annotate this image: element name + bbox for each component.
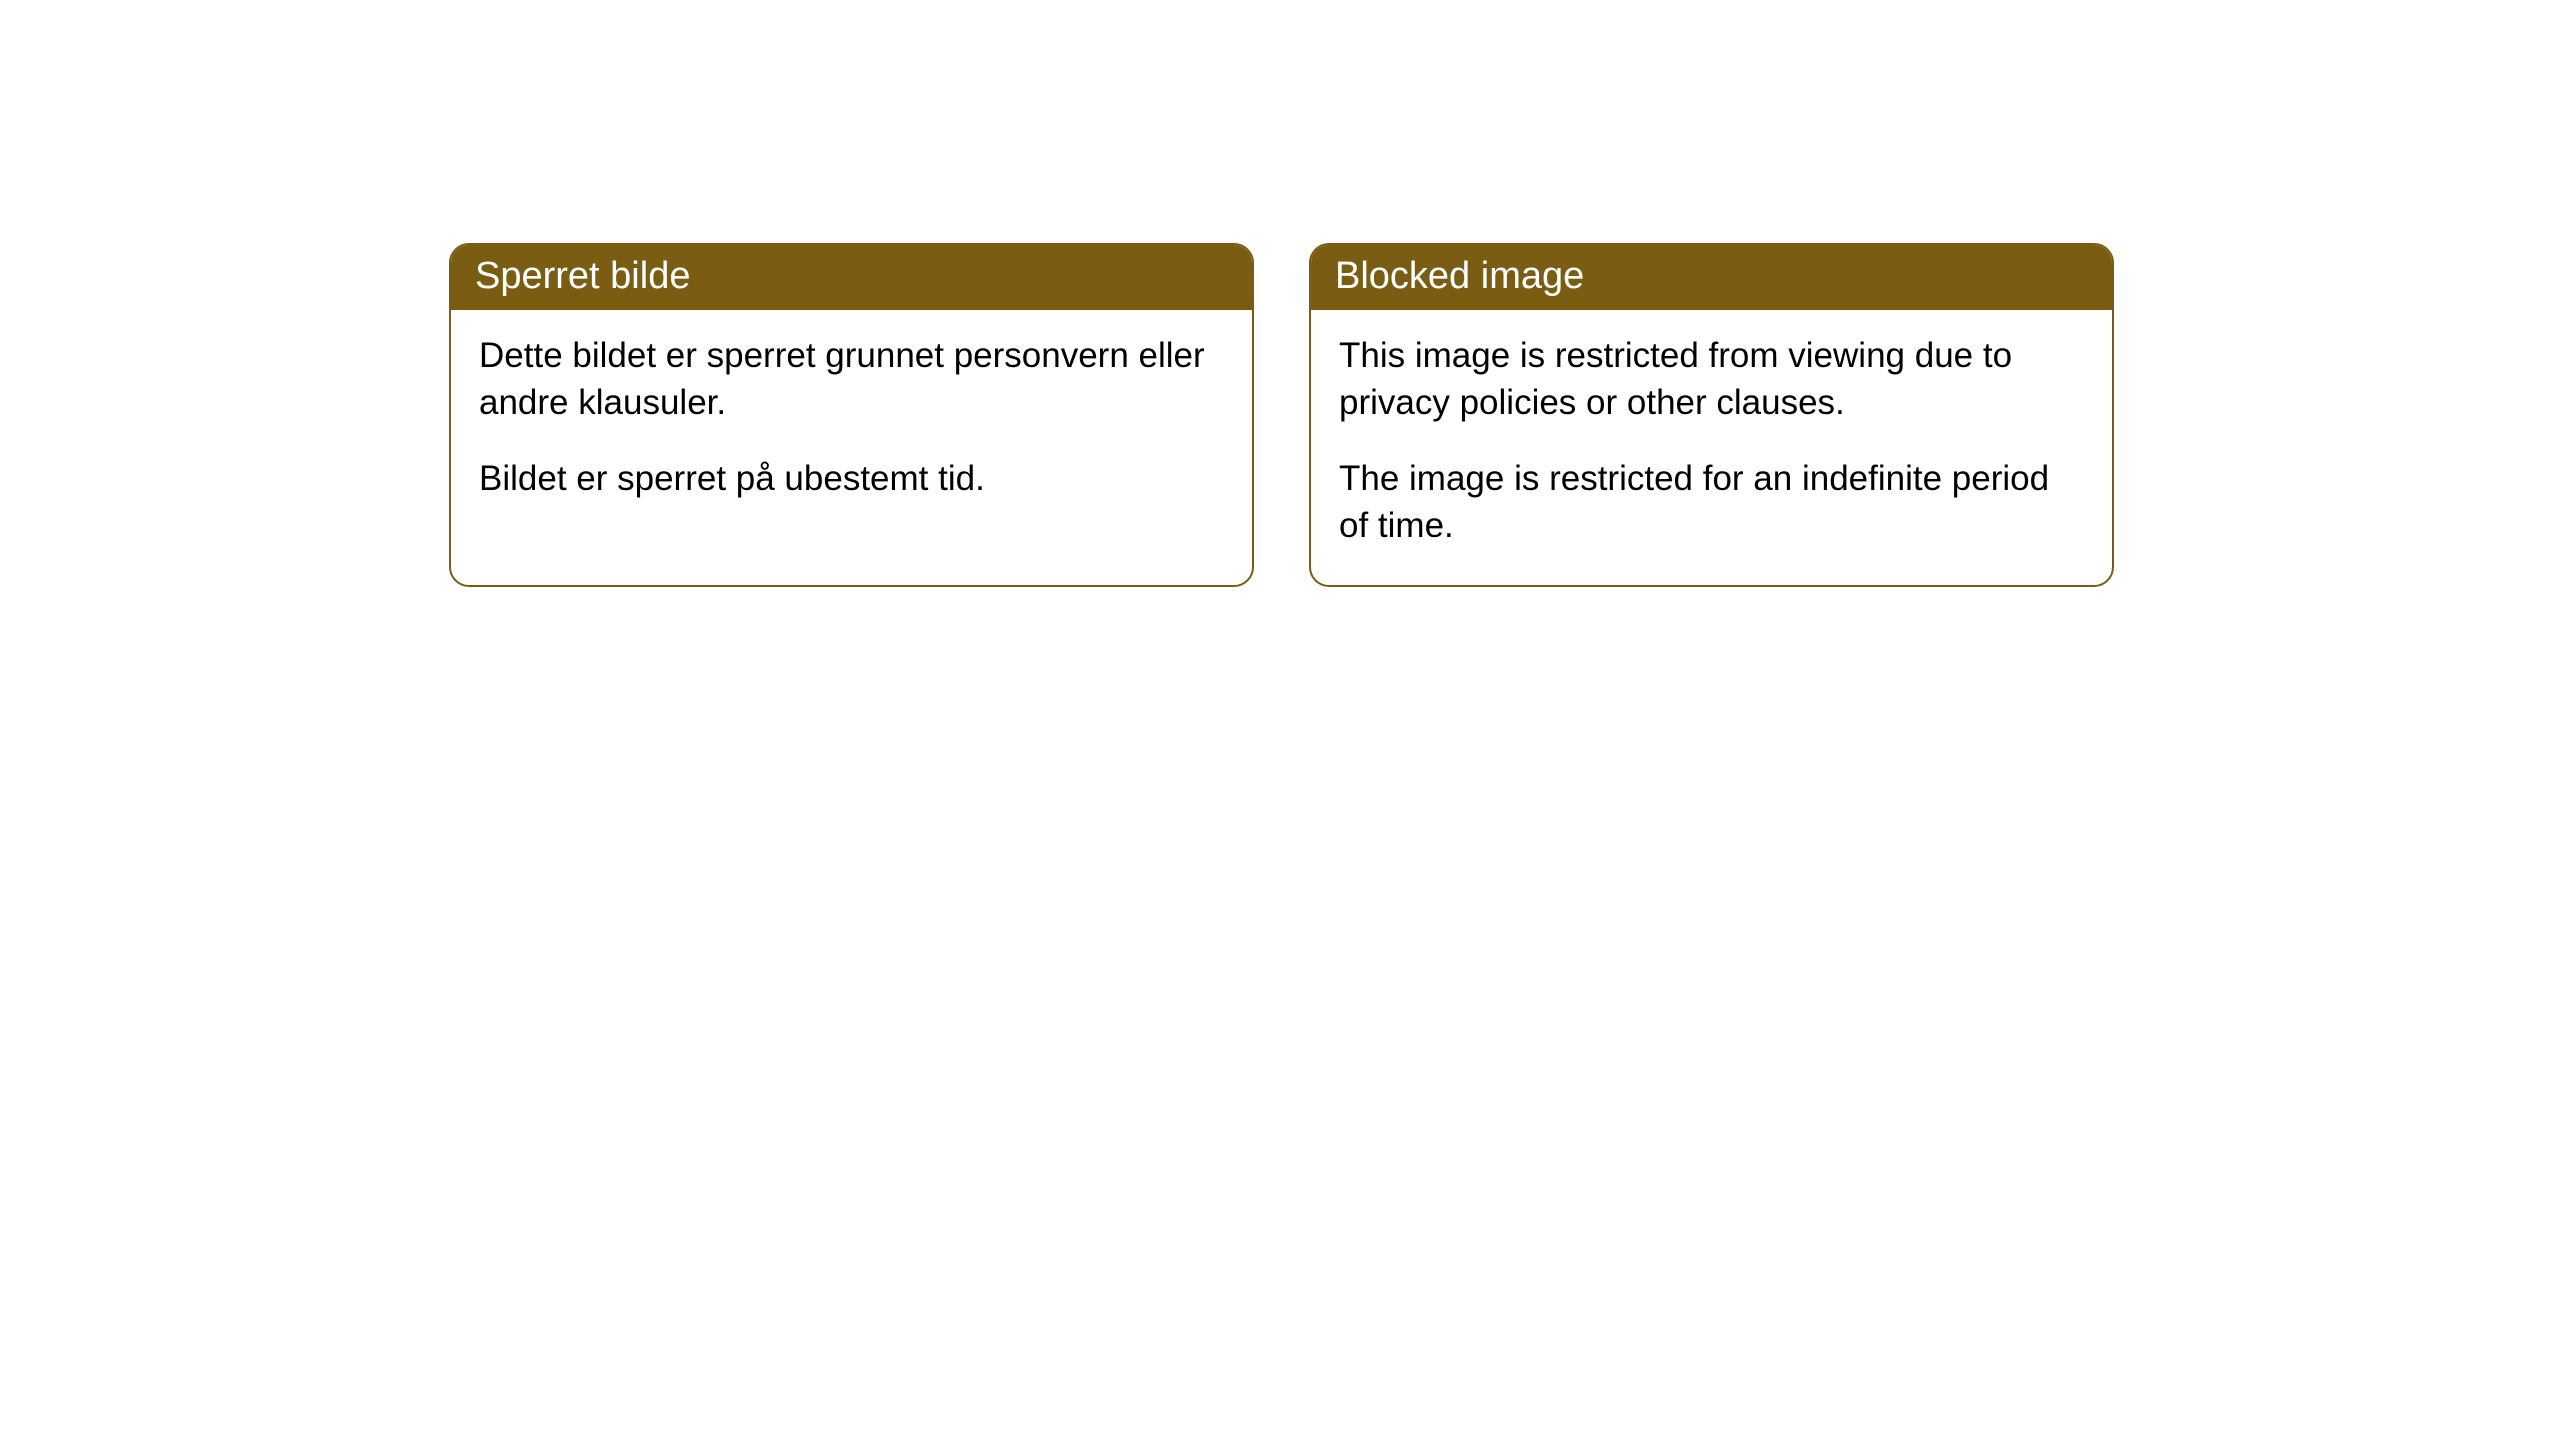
notice-card-english: Blocked image This image is restricted f… [1309,243,2114,587]
notice-cards-container: Sperret bilde Dette bildet er sperret gr… [449,243,2114,587]
notice-card-norwegian: Sperret bilde Dette bildet er sperret gr… [449,243,1254,587]
card-paragraph: The image is restricted for an indefinit… [1339,455,2084,550]
card-paragraph: Dette bildet er sperret grunnet personve… [479,332,1224,427]
card-paragraph: Bildet er sperret på ubestemt tid. [479,455,1224,502]
card-header: Blocked image [1311,245,2112,310]
card-body: This image is restricted from viewing du… [1311,310,2112,585]
card-header: Sperret bilde [451,245,1252,310]
card-paragraph: This image is restricted from viewing du… [1339,332,2084,427]
card-body: Dette bildet er sperret grunnet personve… [451,310,1252,538]
